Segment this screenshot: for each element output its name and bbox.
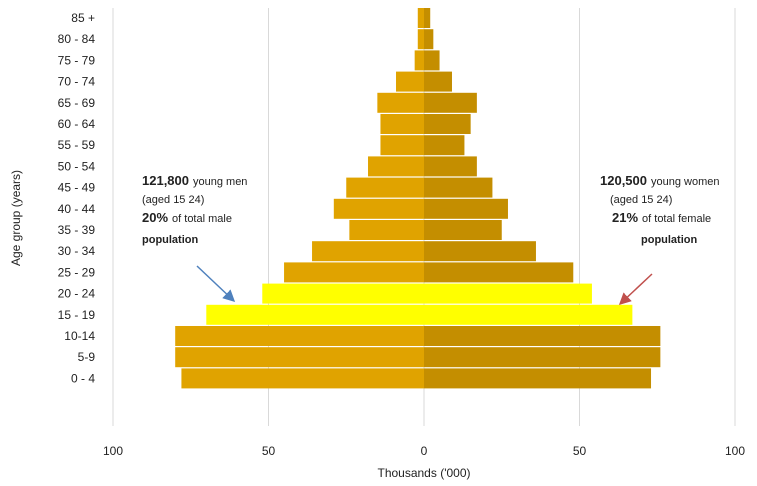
y-tick-label: 45 - 49 (58, 181, 96, 195)
bar-left (380, 135, 424, 156)
bar-left (414, 50, 424, 71)
y-tick-label: 5-9 (78, 350, 96, 364)
y-tick-labels: 85 + 80 - 84 75 - 79 70 - 74 65 - 69 60 - 64 5… (58, 11, 96, 385)
bar-left (312, 241, 424, 262)
bar-right (424, 220, 502, 240)
y-tick-label: 0 - 4 (71, 371, 95, 385)
y-tick-label: 15 - 19 (58, 308, 96, 322)
annotation-right-pct: 21% (612, 210, 638, 225)
bar-left (346, 177, 424, 198)
x-axis-title: Thousands ('000) (377, 466, 470, 480)
y-tick-label: 25 - 29 (58, 265, 96, 279)
x-tick-label: 100 (103, 444, 123, 458)
bar-right (424, 262, 574, 283)
bar-left (417, 8, 424, 28)
arrow-right (618, 273, 653, 306)
y-axis-title: Age group (years) (9, 170, 23, 266)
x-tick-label: 50 (573, 444, 587, 458)
bar-left (181, 368, 424, 389)
y-tick-label: 85 + (71, 11, 95, 25)
annotation-left-pct: 20% (142, 210, 168, 225)
y-tick-label: 70 - 74 (58, 75, 96, 89)
bar-right (424, 50, 440, 71)
bar-right (424, 198, 508, 219)
y-tick-label: 30 - 34 (58, 244, 96, 258)
y-tick-label: 20 - 24 (58, 287, 96, 301)
annotation-right-sub: (aged 15 24) (610, 194, 672, 206)
bar-left (368, 156, 424, 177)
bar-left (206, 304, 424, 325)
y-tick-label: 55 - 59 (58, 138, 96, 152)
bars (175, 8, 661, 389)
y-tick-label: 60 - 64 (58, 117, 96, 131)
x-tick-label: 0 (421, 444, 428, 458)
y-tick-label: 75 - 79 (58, 53, 96, 67)
annotation-right-label: young women (651, 176, 720, 188)
annotation-right-pct-text2: population (641, 234, 697, 246)
bar-right (424, 114, 471, 134)
bar-left (262, 283, 424, 304)
y-tick-label: 65 - 69 (58, 96, 96, 110)
bar-right (424, 135, 465, 156)
annotation-right: 120,500 young women (aged 15 24) 21% of to… (600, 173, 720, 246)
y-tick-label: 35 - 39 (58, 223, 96, 237)
annotation-left-pct-text: of total male (172, 213, 232, 225)
bar-left (333, 198, 424, 219)
bar-right (424, 347, 661, 368)
bar-right (424, 29, 434, 50)
arrow-left (196, 265, 236, 303)
bar-right (424, 368, 652, 389)
bar-right (424, 156, 477, 177)
annotation-left-pct-text2: population (142, 234, 198, 246)
bar-left (380, 114, 424, 134)
y-tick-label: 10-14 (64, 329, 95, 343)
bar-right (424, 177, 493, 198)
y-tick-label: 80 - 84 (58, 32, 96, 46)
annotation-left-value: 121,800 (142, 173, 189, 188)
bar-left (175, 326, 424, 346)
x-tick-label: 100 (725, 444, 745, 458)
x-tick-label: 50 (262, 444, 276, 458)
annotation-right-pct-text: of total female (642, 213, 711, 225)
bar-left (284, 262, 424, 283)
bar-left (417, 29, 424, 50)
bar-left (396, 71, 424, 92)
bar-right (424, 241, 536, 262)
bar-left (175, 347, 424, 368)
annotation-left: 121,800 young men (aged 15 24) 20% of tota… (142, 173, 247, 246)
bar-right (424, 304, 633, 325)
y-tick-label: 50 - 54 (58, 159, 96, 173)
bar-right (424, 92, 477, 113)
x-tick-labels: 100 50 0 50 100 (103, 444, 745, 458)
annotation-left-sub: (aged 15 24) (142, 194, 204, 206)
bar-left (377, 92, 424, 113)
bar-right (424, 8, 431, 28)
svg-text:21%of total female: 21% of total female (612, 210, 711, 225)
bar-left (349, 220, 424, 240)
bar-right (424, 326, 661, 346)
svg-text:20%of total male: 20% of total male (142, 210, 232, 225)
y-tick-label: 40 - 44 (58, 202, 96, 216)
bar-right (424, 283, 592, 304)
annotation-left-label: young men (193, 176, 247, 188)
annotation-right-value: 120,500 (600, 173, 647, 188)
bar-right (424, 71, 452, 92)
